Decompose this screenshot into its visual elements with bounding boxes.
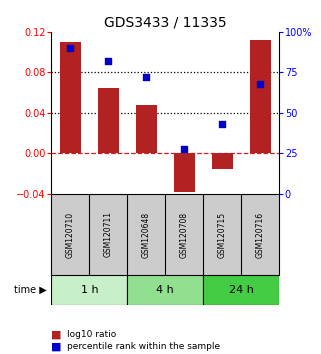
Bar [203,275,279,306]
Point [220,121,225,127]
Bar [51,275,127,306]
Text: 1 h: 1 h [81,285,98,295]
Point [144,74,149,80]
Point [182,146,187,152]
Title: GDS3433 / 11335: GDS3433 / 11335 [104,15,227,29]
Bar [98,87,119,153]
Text: 24 h: 24 h [229,285,254,295]
Bar [250,40,271,153]
Text: 4 h: 4 h [156,285,174,295]
Point [68,45,73,51]
Text: time ▶: time ▶ [14,285,47,295]
Point [258,81,263,87]
Bar [127,275,203,306]
Bar [60,42,81,153]
Point [106,58,111,64]
Text: GSM120708: GSM120708 [180,211,189,258]
Text: GSM120648: GSM120648 [142,211,151,258]
Bar [212,153,233,169]
Text: GSM120716: GSM120716 [256,211,265,258]
Bar [136,105,157,153]
Text: ■: ■ [51,341,62,351]
Text: GSM120715: GSM120715 [218,211,227,258]
Bar [174,153,195,192]
Text: percentile rank within the sample: percentile rank within the sample [67,342,221,351]
Text: ■: ■ [51,330,62,339]
Text: GSM120711: GSM120711 [104,211,113,257]
Text: log10 ratio: log10 ratio [67,330,117,339]
Text: GSM120710: GSM120710 [66,211,75,258]
